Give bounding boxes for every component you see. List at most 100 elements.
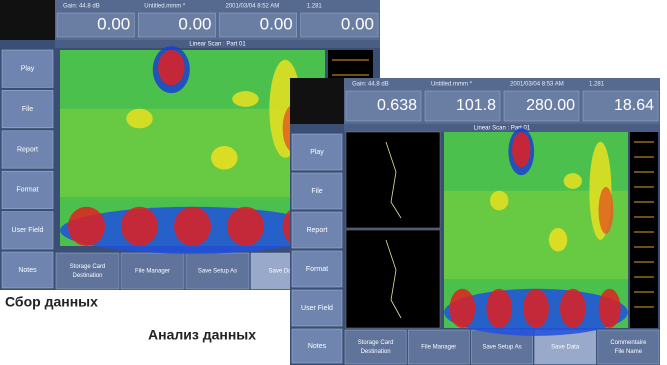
bottom-label[interactable]: File Name: [615, 349, 643, 355]
bottom-button[interactable]: [597, 329, 660, 365]
menu-button[interactable]: [1, 251, 54, 289]
caption: Анализ данных: [148, 327, 256, 343]
scan-blob: [226, 206, 265, 246]
readout-value: 280.00: [526, 97, 575, 114]
scan-blob: [563, 173, 582, 189]
menu-button[interactable]: [1, 130, 54, 169]
menu-button[interactable]: [1, 90, 54, 129]
menu-label[interactable]: User Field: [12, 227, 44, 234]
readout-cell: [582, 90, 659, 122]
menu-label[interactable]: Format: [16, 187, 38, 194]
menu-label[interactable]: Notes: [18, 267, 37, 274]
menu-button[interactable]: [291, 172, 343, 210]
bottom-button[interactable]: [120, 252, 185, 290]
status-area: [290, 78, 344, 124]
bottom-label[interactable]: Destination: [72, 273, 102, 279]
menu-button[interactable]: [291, 250, 343, 288]
readout-cell: [503, 90, 580, 122]
header-info: 2001/03/04 8:53 AM: [510, 82, 564, 88]
readout-cell: [345, 90, 422, 122]
scan-blob: [548, 228, 568, 252]
menu-button[interactable]: [291, 328, 343, 364]
header-info: Untitled.mmm *: [144, 4, 186, 10]
scan-blob: [486, 288, 513, 328]
scan-blob: [126, 108, 153, 129]
menu-label[interactable]: User Field: [301, 305, 333, 312]
screen: Gain: 44.8 dB Untitled.mmm * 2001/03/04 8:…: [0, 0, 380, 290]
bottom-button[interactable]: [471, 329, 533, 365]
readout-cell: [138, 12, 216, 38]
menu-label[interactable]: Notes: [308, 343, 327, 350]
menu-button[interactable]: [291, 211, 343, 249]
scan-blob: [523, 288, 549, 328]
bottom-button[interactable]: [185, 252, 250, 290]
readout-value: 101.8: [456, 97, 496, 114]
header-info: Untitled.mmm *: [431, 82, 473, 88]
menu-label[interactable]: Report: [17, 146, 38, 153]
bottom-label[interactable]: Destination: [361, 349, 391, 355]
scan-blob: [598, 186, 614, 234]
header-info: Gain: 44.8 dB: [352, 82, 389, 88]
plot-trace: [385, 141, 402, 219]
plot: [345, 229, 441, 329]
scan-blob: [120, 206, 159, 246]
readout-value: 0.00: [341, 14, 374, 33]
menu-label[interactable]: Format: [306, 266, 328, 273]
bottom-button[interactable]: [344, 329, 407, 365]
bottom-label[interactable]: Save Data: [268, 269, 297, 275]
menu-button[interactable]: [291, 289, 343, 327]
bottom-label[interactable]: File Manager: [421, 345, 456, 351]
header-info: Gain: 44.8 dB: [63, 4, 100, 10]
readout-cell: [424, 90, 501, 122]
scan-blob: [598, 288, 621, 328]
view-title: Linear Scan : Part 01: [474, 126, 531, 132]
bottom-label[interactable]: Save Data: [551, 345, 580, 351]
plot-trace: [385, 239, 402, 319]
status-area: [0, 0, 55, 40]
menu-label[interactable]: Play: [21, 66, 35, 73]
menu-label[interactable]: Report: [306, 227, 327, 234]
title-strip: [55, 40, 380, 48]
scan-blob: [67, 206, 106, 246]
readout-value: 0.00: [260, 14, 293, 33]
plot: [345, 131, 441, 229]
readout-cell: [300, 12, 379, 38]
header-info: 1.281: [307, 4, 323, 10]
menu-button[interactable]: [1, 49, 54, 88]
scan-blob: [449, 288, 476, 328]
menu-label[interactable]: File: [311, 188, 322, 195]
menu-button[interactable]: [291, 133, 343, 171]
menu-button[interactable]: [1, 211, 54, 250]
readout-value: 0.638: [377, 97, 417, 114]
readout-cell: [219, 12, 297, 38]
readout-value: 0.00: [178, 14, 211, 33]
header-info: 2001/03/04 8:52 AM: [226, 4, 280, 10]
bottom-label[interactable]: Storage Card: [358, 340, 394, 346]
readout-value: 0.00: [97, 14, 130, 33]
menu-label[interactable]: File: [22, 106, 33, 113]
readout-cell: [56, 12, 135, 38]
header-info: 1.281: [589, 82, 605, 88]
scan-blob: [559, 288, 586, 328]
bottom-label[interactable]: Commentaire: [610, 340, 647, 346]
scan-blob: [173, 206, 212, 246]
title-strip: [344, 124, 660, 132]
readout-value: 18.64: [614, 97, 654, 114]
scan-blob: [158, 50, 185, 86]
bottom-label[interactable]: Save Setup As: [482, 345, 521, 351]
bottom-button[interactable]: [55, 252, 120, 290]
scan-blob: [211, 146, 238, 170]
bottom-button[interactable]: [407, 329, 470, 365]
scan-blob: [232, 91, 259, 107]
bottom-label[interactable]: Storage Card: [70, 264, 106, 270]
view-title: Linear Scan : Part 01: [189, 42, 246, 48]
scan-blob: [512, 132, 531, 168]
bottom-label[interactable]: Save Setup As: [198, 269, 237, 275]
menu-label[interactable]: Play: [310, 149, 324, 156]
caption: Сбор данных: [5, 294, 98, 310]
bottom-label[interactable]: File Manager: [135, 269, 170, 275]
scan-blob: [490, 190, 509, 211]
menu-button[interactable]: [1, 170, 54, 209]
